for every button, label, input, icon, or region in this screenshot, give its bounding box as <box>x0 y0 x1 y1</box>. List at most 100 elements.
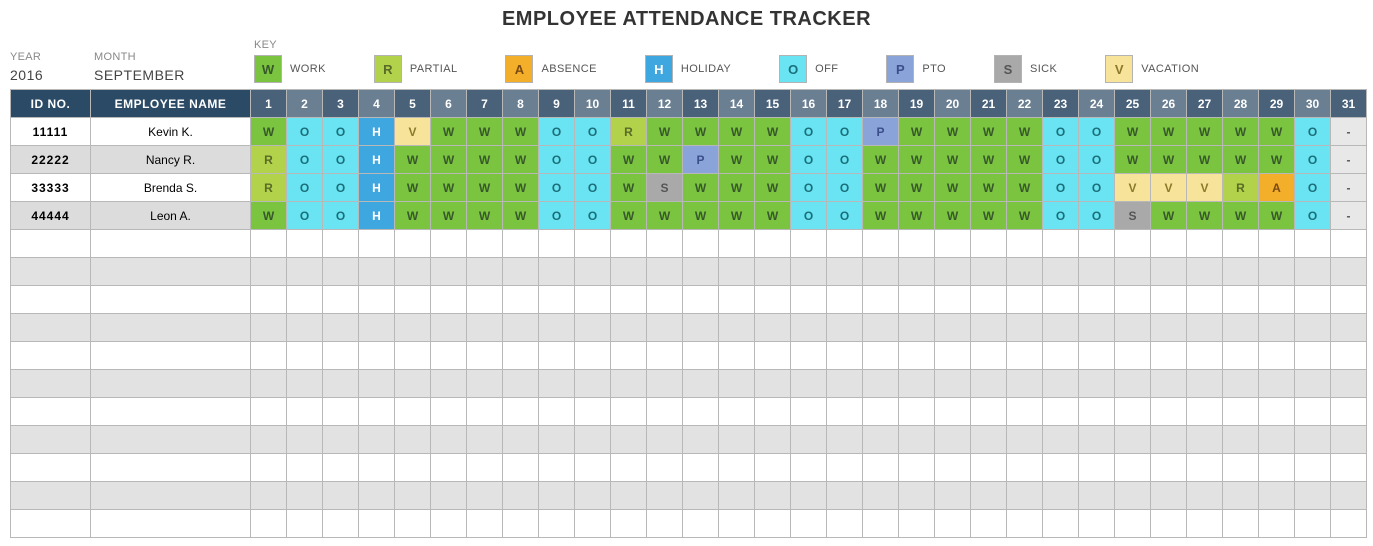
cell-day[interactable] <box>1043 454 1079 482</box>
cell-day[interactable] <box>575 342 611 370</box>
cell-day[interactable]: W <box>395 174 431 202</box>
cell-day[interactable] <box>1115 454 1151 482</box>
cell-day[interactable] <box>575 482 611 510</box>
cell-day[interactable] <box>287 258 323 286</box>
cell-day[interactable] <box>935 370 971 398</box>
cell-day[interactable] <box>1007 426 1043 454</box>
cell-day[interactable] <box>323 370 359 398</box>
cell-day[interactable]: R <box>1223 174 1259 202</box>
cell-day[interactable] <box>899 454 935 482</box>
cell-day[interactable] <box>503 342 539 370</box>
cell-day[interactable] <box>503 258 539 286</box>
cell-day[interactable] <box>683 426 719 454</box>
cell-day[interactable]: W <box>899 202 935 230</box>
cell-day[interactable] <box>323 398 359 426</box>
cell-day[interactable] <box>359 426 395 454</box>
cell-day[interactable] <box>1043 426 1079 454</box>
cell-day[interactable] <box>1187 314 1223 342</box>
cell-day[interactable] <box>1331 230 1367 258</box>
cell-day[interactable]: W <box>755 146 791 174</box>
cell-day[interactable] <box>1043 342 1079 370</box>
cell-day[interactable]: W <box>1151 202 1187 230</box>
cell-day[interactable]: W <box>1007 118 1043 146</box>
cell-day[interactable]: W <box>1115 118 1151 146</box>
cell-day[interactable] <box>539 426 575 454</box>
cell-day[interactable] <box>971 370 1007 398</box>
cell-day[interactable]: W <box>935 146 971 174</box>
cell-day[interactable]: H <box>359 174 395 202</box>
cell-day[interactable] <box>683 342 719 370</box>
cell-day[interactable] <box>755 510 791 538</box>
cell-day[interactable] <box>1259 314 1295 342</box>
cell-day[interactable] <box>575 286 611 314</box>
cell-day[interactable] <box>1007 342 1043 370</box>
cell-day[interactable] <box>503 398 539 426</box>
cell-day[interactable]: O <box>1079 202 1115 230</box>
cell-day[interactable] <box>323 258 359 286</box>
cell-day[interactable]: O <box>287 202 323 230</box>
cell-day[interactable] <box>935 286 971 314</box>
cell-day[interactable]: O <box>287 118 323 146</box>
cell-day[interactable] <box>719 454 755 482</box>
cell-day[interactable] <box>1007 454 1043 482</box>
cell-day[interactable]: O <box>1295 202 1331 230</box>
cell-day[interactable] <box>791 398 827 426</box>
cell-day[interactable] <box>1079 510 1115 538</box>
cell-day[interactable] <box>755 314 791 342</box>
cell-day[interactable] <box>971 230 1007 258</box>
cell-day[interactable]: W <box>899 174 935 202</box>
cell-day[interactable]: W <box>683 174 719 202</box>
cell-day[interactable] <box>539 454 575 482</box>
cell-day[interactable] <box>791 370 827 398</box>
cell-day[interactable] <box>935 482 971 510</box>
cell-day[interactable]: V <box>1187 174 1223 202</box>
cell-day[interactable] <box>395 314 431 342</box>
cell-day[interactable]: W <box>647 146 683 174</box>
cell-day[interactable] <box>1259 286 1295 314</box>
cell-day[interactable] <box>1223 286 1259 314</box>
cell-day[interactable] <box>1079 342 1115 370</box>
cell-day[interactable] <box>827 230 863 258</box>
cell-day[interactable] <box>1295 482 1331 510</box>
cell-day[interactable]: O <box>575 174 611 202</box>
cell-day[interactable] <box>971 398 1007 426</box>
cell-day[interactable] <box>971 482 1007 510</box>
cell-day[interactable]: O <box>791 174 827 202</box>
cell-day[interactable]: W <box>1151 146 1187 174</box>
cell-day[interactable]: V <box>1151 174 1187 202</box>
cell-day[interactable] <box>251 230 287 258</box>
cell-day[interactable] <box>251 426 287 454</box>
cell-day[interactable] <box>1223 510 1259 538</box>
cell-day[interactable] <box>575 398 611 426</box>
cell-day[interactable] <box>827 398 863 426</box>
cell-day[interactable] <box>467 258 503 286</box>
cell-day[interactable]: W <box>935 174 971 202</box>
cell-day[interactable] <box>1043 398 1079 426</box>
cell-day[interactable] <box>611 454 647 482</box>
cell-day[interactable] <box>899 230 935 258</box>
cell-day[interactable] <box>431 454 467 482</box>
cell-day[interactable] <box>755 370 791 398</box>
cell-day[interactable] <box>899 314 935 342</box>
cell-day[interactable] <box>575 426 611 454</box>
cell-day[interactable] <box>647 482 683 510</box>
cell-day[interactable] <box>971 426 1007 454</box>
cell-day[interactable]: W <box>431 118 467 146</box>
cell-day[interactable] <box>575 258 611 286</box>
cell-day[interactable] <box>1295 370 1331 398</box>
cell-day[interactable]: W <box>503 202 539 230</box>
cell-day[interactable] <box>1259 510 1295 538</box>
cell-day[interactable]: W <box>251 118 287 146</box>
cell-day[interactable] <box>1151 286 1187 314</box>
cell-day[interactable]: S <box>647 174 683 202</box>
cell-day[interactable] <box>683 258 719 286</box>
cell-day[interactable] <box>539 510 575 538</box>
cell-day[interactable] <box>1115 314 1151 342</box>
cell-day[interactable] <box>323 314 359 342</box>
cell-day[interactable]: P <box>863 118 899 146</box>
cell-day[interactable] <box>719 342 755 370</box>
cell-day[interactable] <box>1331 370 1367 398</box>
cell-day[interactable] <box>467 370 503 398</box>
cell-day[interactable]: O <box>575 202 611 230</box>
cell-day[interactable]: W <box>1187 118 1223 146</box>
